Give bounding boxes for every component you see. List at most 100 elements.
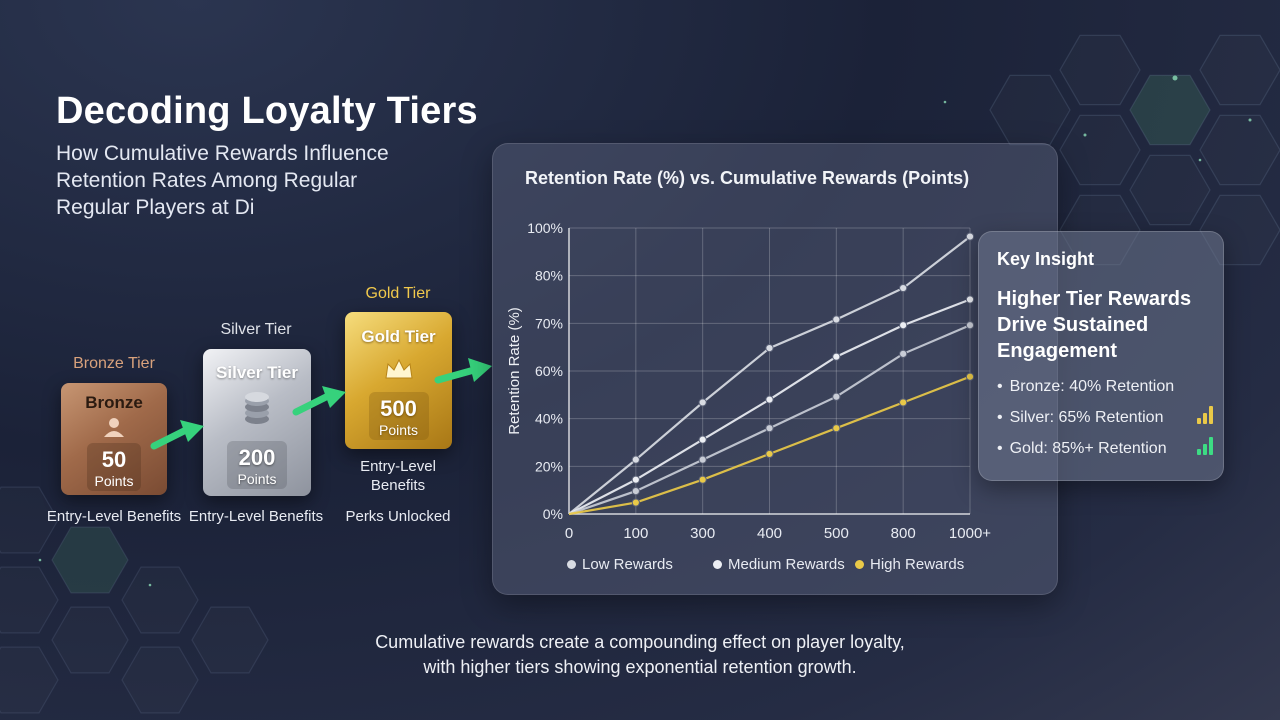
bronze-tier-label: Bronze Tier xyxy=(73,355,155,372)
y-tick-label: 60% xyxy=(535,363,563,379)
gold-points-unit: Points xyxy=(379,422,418,438)
background-hexagon xyxy=(0,646,59,714)
x-tick-label: 500 xyxy=(824,525,849,542)
data-point xyxy=(832,392,841,401)
background-hexagon xyxy=(51,526,129,594)
bar-chart-icon xyxy=(1195,406,1213,424)
silver-tier-label: Silver Tier xyxy=(220,321,292,338)
legend-swatch xyxy=(567,559,576,569)
y-tick-label: 100% xyxy=(527,220,563,236)
silver-benefit: Entry-Level Benefits xyxy=(188,508,324,525)
data-point xyxy=(965,295,975,304)
data-point xyxy=(832,352,841,361)
x-tick-label: 1000+ xyxy=(949,525,991,542)
page-subtitle: How Cumulative Rewards Influence Retenti… xyxy=(56,140,476,221)
chart-panel: 0% 20% 40% 60% 70% 80% 100% 0 100 300 400 500 800 100… xyxy=(492,143,1058,595)
data-point xyxy=(631,475,640,484)
data-point xyxy=(965,321,975,330)
x-tick-label: 300 xyxy=(690,525,715,542)
sparkle xyxy=(1172,75,1178,81)
data-point xyxy=(899,283,908,293)
y-axis-label: Retention Rate (%) xyxy=(506,307,523,435)
sparkle xyxy=(38,558,42,562)
insight-item-gold: • Gold: 85%+ Retention xyxy=(997,437,1217,471)
data-point xyxy=(765,424,774,433)
subtitle-line: How Cumulative Rewards Influence xyxy=(56,142,389,165)
background-hexagon xyxy=(1059,34,1141,106)
background-hexagon xyxy=(1129,74,1211,146)
legend-item-high: High Rewards xyxy=(855,556,964,573)
gold-benefit-line: Entry-Level xyxy=(360,458,436,475)
key-insight-card: Key Insight Higher Tier Rewards Drive Su… xyxy=(978,231,1224,481)
background-hexagon xyxy=(51,606,129,674)
sparkle xyxy=(148,583,152,587)
background-hexagon xyxy=(121,566,199,634)
arrow-right-icon xyxy=(434,358,492,384)
gold-tier-card: Gold Tier 500 Points xyxy=(345,312,452,449)
bronze-points-unit: Points xyxy=(94,473,134,489)
y-tick-label: 40% xyxy=(535,411,563,427)
data-point xyxy=(965,372,975,381)
background-hexagon xyxy=(1059,114,1141,186)
gold-benefit: Entry-Level Benefits xyxy=(328,457,468,495)
y-tick-label: 70% xyxy=(535,315,563,331)
background-hexagon xyxy=(191,606,269,674)
background-hexagon xyxy=(0,566,59,634)
y-tick-label: 20% xyxy=(535,458,563,474)
insight-item-text: Gold: 85%+ Retention xyxy=(1009,440,1167,457)
y-tick-label: 80% xyxy=(535,268,563,284)
gold-tier-label: Gold Tier xyxy=(365,285,431,302)
insight-item-silver: • Silver: 65% Retention xyxy=(997,406,1217,440)
footer-caption: Cumulative rewards create a compounding … xyxy=(300,630,980,680)
user-icon xyxy=(61,417,167,443)
legend-label: Low Rewards xyxy=(582,556,673,573)
arrow-right-icon xyxy=(150,420,204,450)
silver-points-unit: Points xyxy=(237,471,277,487)
y-tick-label: 0% xyxy=(543,506,563,522)
line-chart: 0% 20% 40% 60% 70% 80% 100% 0 100 300 400 500 800 100… xyxy=(506,220,991,542)
legend-swatch xyxy=(855,559,864,569)
silver-tier-card: Silver Tier 200 Points xyxy=(203,349,311,496)
x-tick-label: 0 xyxy=(565,525,573,542)
data-point xyxy=(631,455,640,464)
background-hexagon xyxy=(0,486,59,554)
sparkle xyxy=(943,100,947,104)
data-point xyxy=(698,475,707,484)
data-point xyxy=(698,435,707,444)
insight-heading: Key Insight xyxy=(997,249,1095,269)
background-hexagon xyxy=(1199,114,1280,186)
coins-icon xyxy=(203,391,311,431)
x-tick-label: 400 xyxy=(757,525,782,542)
background-hexagon xyxy=(121,646,199,714)
arrow-right-icon xyxy=(292,386,346,416)
bronze-card-name: Bronze xyxy=(85,393,143,412)
bronze-points-value: 50 xyxy=(101,447,127,472)
silver-card-name: Silver Tier xyxy=(216,363,298,382)
page-title: Decoding Loyalty Tiers xyxy=(56,90,478,132)
x-tick-label: 100 xyxy=(623,525,648,542)
data-point xyxy=(765,344,774,353)
gold-benefit-line: Benefits xyxy=(370,477,426,494)
data-point xyxy=(698,398,707,407)
gold-perks-unlocked: Perks Unlocked xyxy=(345,508,451,525)
silver-points-value: 200 xyxy=(238,445,276,470)
crown-icon xyxy=(345,358,452,386)
insight-item-bronze: • Bronze: 40% Retention xyxy=(997,378,1175,395)
legend-swatch xyxy=(713,559,722,569)
legend-item-low: Low Rewards xyxy=(567,556,673,573)
bronze-tier-card: Bronze 50 Points xyxy=(61,383,167,495)
chart-title: Retention Rate (%) vs. Cumulative Reward… xyxy=(525,168,970,188)
data-point xyxy=(899,398,908,407)
legend-item-medium: Medium Rewards xyxy=(713,556,845,573)
background-hexagon xyxy=(1129,154,1211,226)
data-point xyxy=(832,315,841,324)
data-point xyxy=(631,487,640,496)
data-point xyxy=(631,498,640,507)
insight-item-text: Bronze: 40% Retention xyxy=(1009,378,1175,395)
background-hexagon xyxy=(1199,34,1280,106)
gold-points-value: 500 xyxy=(380,396,417,421)
legend-label: Medium Rewards xyxy=(728,556,845,573)
gold-card-name: Gold Tier xyxy=(361,327,436,346)
insight-list: • Bronze: 40% Retention • Silver: 65% Rete… xyxy=(997,378,1217,471)
